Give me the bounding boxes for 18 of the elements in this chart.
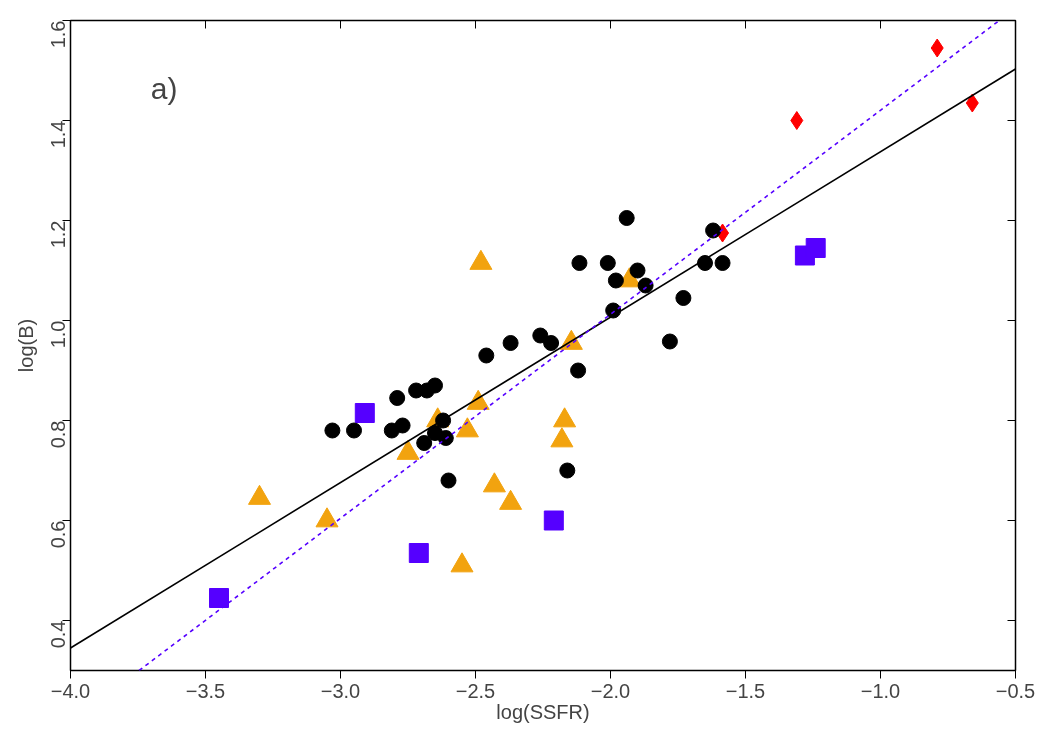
x-tick-label: −2.0 — [590, 679, 631, 702]
x-tick-label: −3.0 — [320, 679, 361, 702]
y-tick-label: 1.2 — [46, 220, 69, 249]
y-tick-label: 1.6 — [46, 20, 69, 49]
x-tick-label: −4.0 — [50, 679, 91, 702]
x-tick-label: −3.5 — [185, 679, 226, 702]
y-tick-label: 0.4 — [46, 620, 69, 649]
y-axis-title: log(B) — [14, 318, 37, 373]
x-tick-label: −1.5 — [725, 679, 766, 702]
y-tick-label: 0.6 — [46, 520, 69, 549]
annotation: a) — [150, 72, 178, 105]
y-tick-label: 0.8 — [46, 420, 69, 449]
x-axis-title: log(SSFR) — [496, 700, 590, 723]
x-tick-label: −1.0 — [860, 679, 901, 702]
x-tick-label: −2.5 — [455, 679, 496, 702]
y-tick-label: 1.0 — [46, 320, 69, 349]
y-tick-label: 1.4 — [46, 120, 69, 149]
x-tick-label: −0.5 — [995, 679, 1036, 702]
